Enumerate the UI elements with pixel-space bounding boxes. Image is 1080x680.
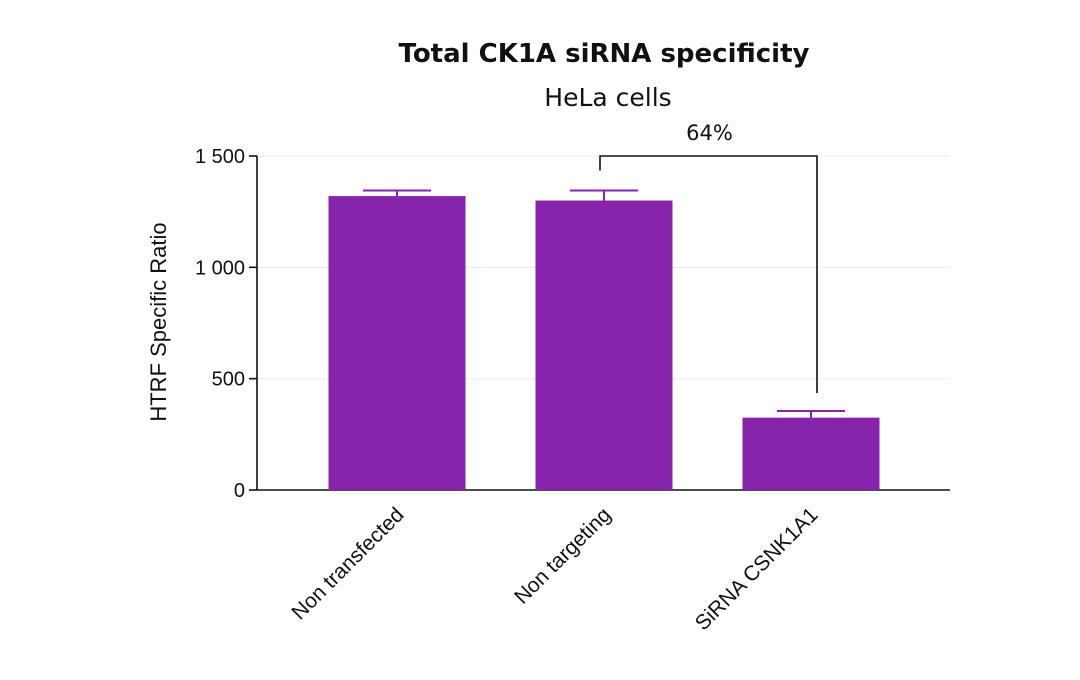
- x-tick-labels: Non transfected Non targeting SiRNA CSNK1A…: [287, 503, 822, 635]
- bars: [328, 196, 880, 491]
- chart-title: Total CK1A siRNA specificity: [399, 39, 810, 69]
- x-tick-label: SiRNA CSNK1A1: [691, 503, 823, 635]
- annotation-bracket: [599, 155, 818, 393]
- annotation-label: 64%: [686, 121, 733, 145]
- y-tick-label: 0: [234, 480, 245, 502]
- bar: [742, 417, 880, 490]
- x-tick-label: Non transfected: [287, 503, 408, 624]
- chart-subtitle: HeLa cells: [544, 83, 671, 112]
- x-tick-label: Non targeting: [510, 503, 615, 608]
- y-tick-label: 1 500: [195, 146, 245, 168]
- significance-annotation: 64%: [599, 121, 818, 393]
- bar: [328, 196, 466, 490]
- y-tick-label: 1 000: [195, 257, 245, 279]
- y-ticks: 0 500 1 000 1 500: [195, 146, 257, 502]
- y-tick-label: 500: [212, 369, 245, 391]
- y-axis-label: HTRF Specific Ratio: [146, 222, 171, 421]
- error-bars: [363, 189, 845, 418]
- bar: [535, 200, 673, 491]
